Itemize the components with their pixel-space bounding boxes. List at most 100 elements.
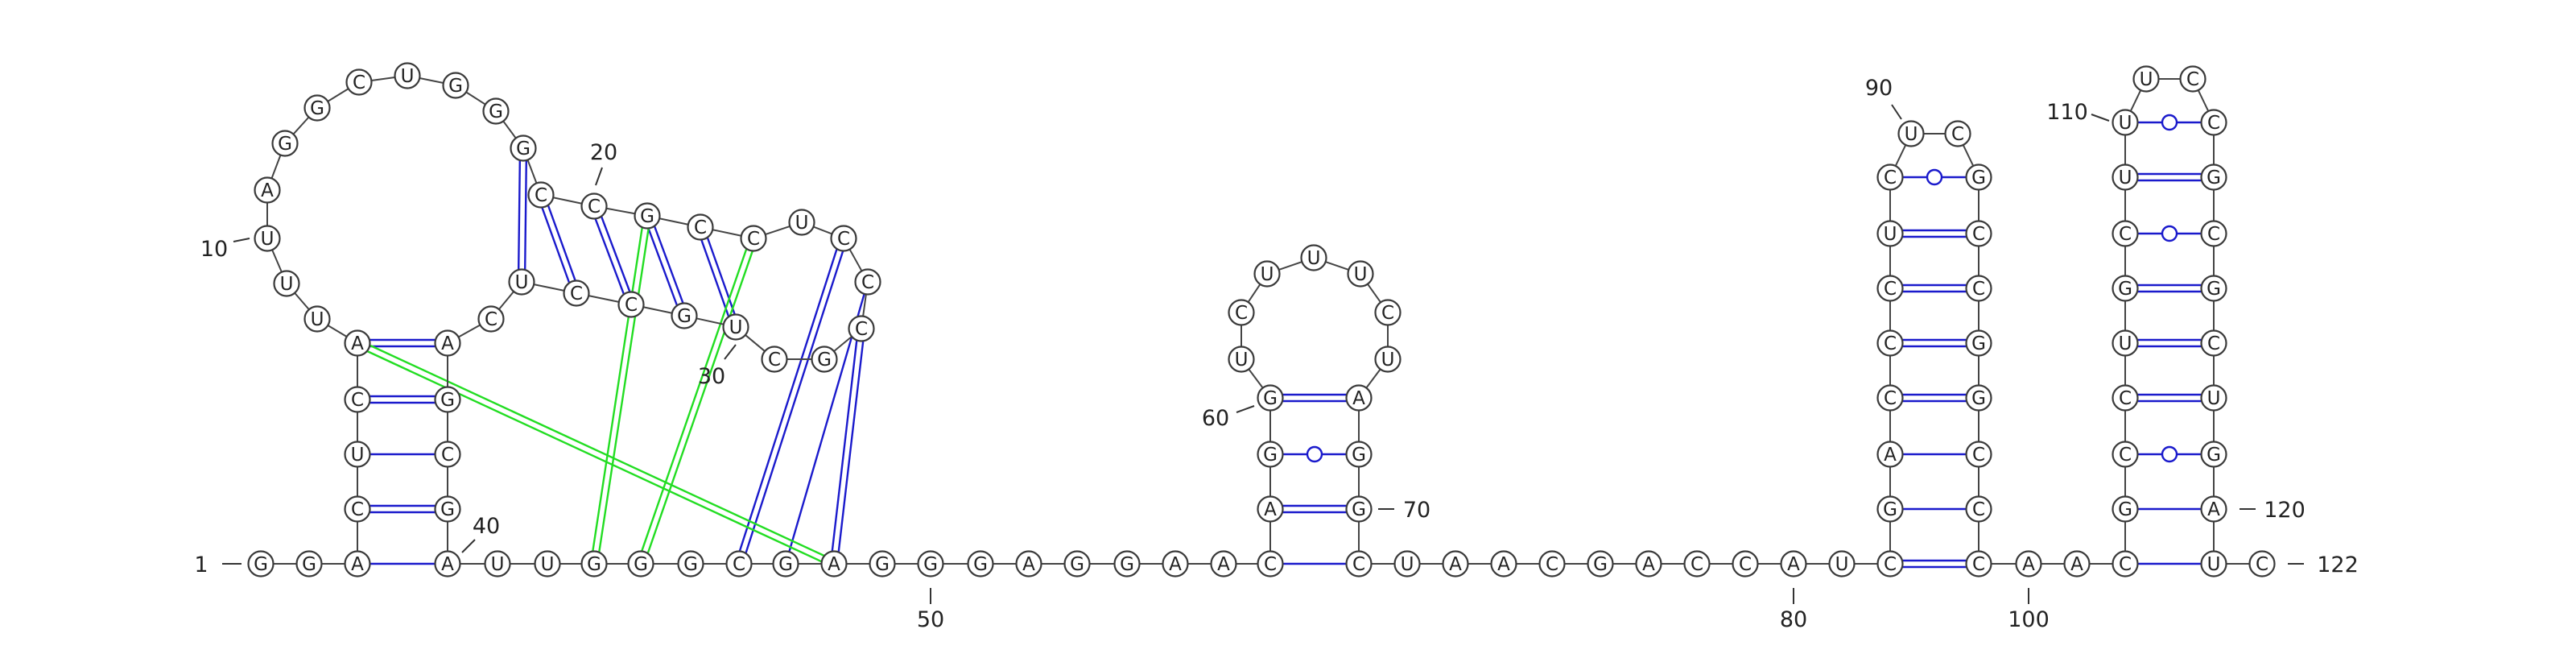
backbone-segment — [498, 291, 514, 310]
nucleotide-circle — [1780, 550, 1807, 577]
nucleotide-circle — [1876, 550, 1904, 577]
nucleotide: C — [848, 315, 875, 342]
nucleotide: U — [344, 441, 371, 468]
nucleotide: A — [434, 329, 461, 357]
nucleotide-letter: C — [1884, 333, 1897, 354]
nucleotide: G — [1063, 550, 1091, 577]
nucleotide: G — [1965, 164, 1992, 191]
backbone-segment — [2129, 89, 2142, 112]
nucleotide: U — [1897, 120, 1925, 147]
nucleotide-circle — [1828, 550, 1856, 577]
nucleotide-circle — [1538, 550, 1566, 577]
nucleotide: U — [2132, 65, 2160, 93]
nucleotide-letter: U — [1835, 554, 1849, 575]
nucleotide-letter: G — [1352, 499, 1366, 520]
nucleotide-letter: C — [694, 217, 707, 238]
nucleotide-letter: G — [923, 554, 938, 575]
nucleotide-circle — [434, 550, 461, 577]
nucleotide-letter: C — [1884, 168, 1897, 188]
nucleotide: C — [1345, 550, 1373, 577]
nucleotide: U — [534, 550, 561, 577]
backbone-segment — [696, 317, 724, 325]
nucleotide: A — [2015, 550, 2042, 577]
nucleotide-circle — [482, 97, 510, 125]
position-label: 60 — [1202, 406, 1229, 431]
nucleotide: A — [2200, 495, 2227, 523]
nucleotide-circle — [1732, 550, 1759, 577]
nucleotide-letter: U — [1381, 350, 1395, 370]
nucleotide-circle — [788, 209, 815, 236]
nucleotide: C — [1876, 329, 1904, 357]
nucleotide: G — [1965, 384, 1992, 412]
nucleotide-circle — [2200, 495, 2227, 523]
backbone-segment — [465, 91, 486, 106]
nucleotide-letter: U — [261, 229, 275, 250]
nucleotide-letter: G — [310, 98, 324, 119]
backbone-segment — [1247, 284, 1261, 303]
nucleotide-circle — [1257, 495, 1284, 523]
nucleotide-circle — [2200, 164, 2227, 191]
nucleotide-circle — [2200, 329, 2227, 357]
nucleotide: A — [434, 550, 461, 577]
nucleotide: G — [627, 550, 654, 577]
nucleotide: A — [2063, 550, 2091, 577]
nucleotide-letter: G — [1120, 554, 1134, 575]
base-pair-line — [700, 239, 730, 317]
nucleotide-letter: C — [535, 185, 547, 206]
nucleotide-letter: A — [1642, 554, 1655, 575]
base-pair-line — [837, 341, 865, 553]
nucleotide-letter: G — [2207, 279, 2221, 300]
base-pairs — [366, 114, 2202, 569]
nucleotide-circle — [2200, 275, 2227, 302]
nucleotide-letter: G — [1971, 168, 1986, 188]
nucleotide-letter: G — [817, 350, 832, 370]
nucleotide: C — [1944, 120, 1971, 147]
nucleotide-letter: A — [261, 180, 274, 201]
nucleotide-circle — [1300, 244, 1327, 271]
nucleotide-letter: C — [351, 390, 364, 411]
nucleotide: C — [477, 305, 505, 333]
nucleotide-circle — [1587, 550, 1614, 577]
base-pair-line — [366, 350, 822, 563]
nucleotide-circle — [1876, 495, 1904, 523]
nucleotide-circle — [627, 550, 654, 577]
nucleotide-circle — [740, 225, 767, 252]
nucleotide: U — [2200, 550, 2227, 577]
nucleotide: G — [434, 386, 461, 413]
backbone-segment — [327, 325, 348, 337]
nucleotide-circle — [2112, 109, 2139, 136]
nucleotide-letter: C — [855, 319, 868, 340]
nucleotide-circle — [344, 386, 371, 413]
nucleotide-letter: G — [2118, 499, 2132, 520]
nucleotide-letter: C — [1972, 279, 1985, 300]
nucleotide: C — [2112, 441, 2139, 468]
nucleotide-circle — [1347, 260, 1374, 288]
nucleotide-circle — [722, 313, 749, 341]
nucleotide: G — [869, 550, 896, 577]
nucleotide-circle — [254, 225, 281, 252]
nucleotide-letter: G — [2118, 279, 2132, 300]
base-pair-line — [598, 228, 650, 553]
nucleotide: G — [1965, 329, 1992, 357]
nucleotide-letter: C — [2186, 69, 2199, 90]
nucleotide: C — [1683, 550, 1711, 577]
nucleotide-circle — [811, 346, 838, 373]
nucleotide-circle — [1374, 299, 1402, 326]
nucleotide-circle — [344, 441, 371, 468]
nucleotide-letter: A — [2070, 554, 2083, 575]
position-tick — [233, 238, 250, 242]
nucleotide: G — [1587, 550, 1614, 577]
nucleotide: G — [917, 550, 944, 577]
nucleotide-circle — [2112, 275, 2139, 302]
nucleotide-circle — [1257, 441, 1284, 468]
nucleotide-circle — [1965, 220, 1992, 247]
nucleotide-circle — [434, 386, 461, 413]
nucleotide-letter: C — [351, 499, 364, 520]
wobble-pair-marker — [1306, 445, 1323, 463]
backbone-segment — [270, 155, 282, 179]
nucleotide: C — [434, 441, 461, 468]
nucleotide-letter: A — [1352, 388, 1365, 409]
backbone-segment — [712, 229, 742, 237]
base-pair-line — [831, 340, 858, 552]
